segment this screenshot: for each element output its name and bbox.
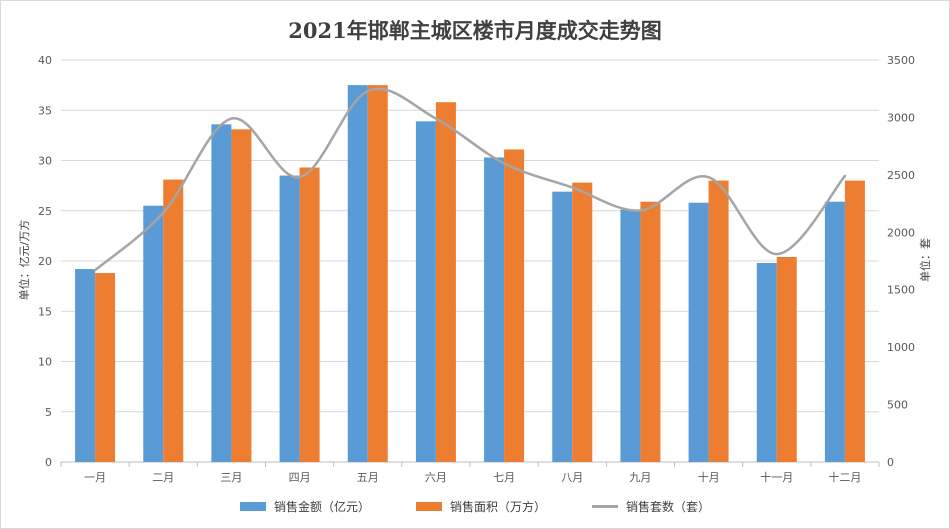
- y-left-tick-label: 35: [38, 104, 52, 117]
- y-right-tick-label: 3000: [887, 111, 915, 124]
- chart-title: 2021年邯郸主城区楼市月度成交走势图: [288, 18, 662, 43]
- sales-area-bar: [844, 180, 865, 462]
- legend-label-sales-amount: 销售金额（亿元）: [273, 500, 370, 514]
- sales-area-bar: [435, 102, 456, 463]
- sales-area-bar: [504, 149, 525, 462]
- sales-area-bar: [367, 85, 388, 462]
- sales-amount-bar: [824, 201, 845, 462]
- x-tick-label: 一月: [84, 471, 106, 484]
- y-right-tick-label: 2000: [887, 226, 915, 239]
- x-tick-label: 十月: [698, 470, 720, 484]
- sales-amount-bar: [143, 205, 164, 462]
- sales-amount-bar: [484, 157, 505, 463]
- y-left-tick-label: 40: [38, 54, 52, 67]
- x-tick-label: 五月: [357, 471, 379, 484]
- y-right-tick-label: 1000: [887, 341, 915, 354]
- legend-item-sales-amount: 销售金额（亿元）: [239, 498, 370, 515]
- y-left-tick-label: 0: [45, 456, 52, 469]
- sales-area-bar: [708, 180, 729, 462]
- x-tick-label: 六月: [425, 471, 447, 484]
- y-right-tick-label: 1500: [887, 284, 915, 297]
- sales-amount-bar: [552, 191, 573, 462]
- legend-swatch-sales-amount: [239, 502, 266, 511]
- x-tick-label: 四月: [289, 471, 311, 484]
- x-tick-label: 十一月: [760, 470, 793, 484]
- legend-label-sales-area: 销售面积（万方）: [449, 500, 546, 514]
- legend-label-sales-units: 销售套数（套）: [626, 500, 711, 514]
- sales-area-bar: [572, 182, 593, 463]
- y-right-tick-label: 3500: [887, 54, 915, 67]
- sales-amount-bar: [620, 209, 641, 462]
- y-right-tick-label: 2500: [887, 169, 915, 182]
- legend-swatch-sales-units: [592, 505, 618, 508]
- x-tick-label: 九月: [629, 471, 651, 484]
- legend-swatch-sales-area: [415, 502, 442, 511]
- sales-amount-bar: [75, 269, 96, 462]
- sales-units-line-layer: [93, 87, 847, 272]
- gridlines: [61, 59, 879, 463]
- y-left-tick-label: 30: [38, 155, 52, 168]
- sales-amount-bar: [756, 263, 777, 462]
- x-tick-label: 十二月: [828, 470, 861, 484]
- sales-amount-bar: [415, 121, 436, 463]
- legend-item-sales-area: 销售面积（万方）: [415, 498, 546, 515]
- y-axis-left-title: 单位：亿元/万方: [17, 220, 31, 301]
- y-left-tick-label: 10: [38, 356, 52, 369]
- bars: [75, 85, 865, 463]
- sales-area-bar: [163, 179, 184, 462]
- sales-amount-bar: [279, 175, 300, 462]
- y-left-tick-label: 15: [38, 305, 52, 318]
- x-tick-label: 二月: [152, 471, 174, 484]
- sales-units-line: [93, 87, 847, 272]
- sales-area-bar: [95, 273, 116, 462]
- sales-amount-bar: [211, 124, 232, 462]
- y-axis-right-title: 单位：套: [918, 238, 932, 282]
- sales-amount-bar: [688, 202, 709, 462]
- sales-amount-bar: [347, 85, 368, 462]
- x-tick-label: 八月: [561, 471, 583, 484]
- y-left-tick-label: 25: [38, 205, 52, 218]
- legend: 销售金额（亿元） 销售面积（万方） 销售套数（套）: [1, 498, 949, 515]
- legend-item-sales-units: 销售套数（套）: [592, 498, 710, 515]
- y-right-tick-label: 500: [887, 399, 908, 412]
- sales-area-bar: [299, 167, 320, 462]
- x-tick-label: 三月: [220, 471, 242, 484]
- y-right-tick-label: 0: [887, 456, 894, 469]
- y-left-tick-label: 5: [45, 406, 52, 419]
- sales-area-bar: [231, 129, 252, 462]
- x-tick-label: 七月: [493, 471, 515, 484]
- sales-area-bar: [776, 256, 797, 462]
- y-left-tick-label: 20: [38, 255, 52, 268]
- axes: 0 5 10 15 20 25 30 35 40 0 500 1000 1500 2000 2500 3000…: [38, 54, 915, 484]
- sales-area-bar: [640, 201, 661, 462]
